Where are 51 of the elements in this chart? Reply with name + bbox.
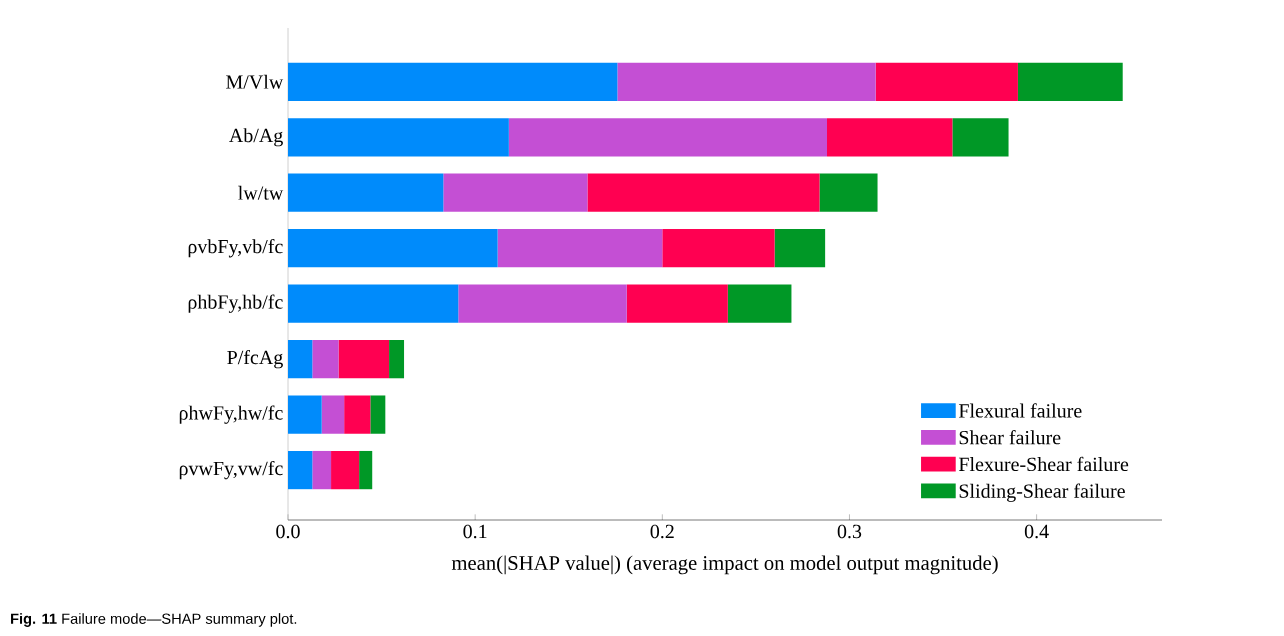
x-tick-label: 0.0 xyxy=(276,524,300,539)
bar xyxy=(389,340,405,379)
y-tick-label: ρhwFy,hw/fc xyxy=(179,405,283,424)
bar xyxy=(508,118,828,157)
bar xyxy=(1017,62,1123,101)
x-tick-label: 0.4 xyxy=(1024,524,1049,539)
bar xyxy=(617,62,876,101)
bar xyxy=(288,173,444,212)
bar xyxy=(727,284,792,323)
x-tick-label: 0.3 xyxy=(837,524,862,539)
bar xyxy=(321,395,345,434)
bar xyxy=(331,450,360,490)
bar xyxy=(288,340,313,379)
bar xyxy=(774,229,826,268)
bar xyxy=(819,173,878,212)
y-tick-label: lw/tw xyxy=(238,185,284,200)
x-tick-label: 0.1 xyxy=(463,524,487,539)
bar xyxy=(344,395,371,434)
bar xyxy=(288,118,509,157)
y-tick-label: ρhbFy,hb/fc xyxy=(188,294,283,313)
bar xyxy=(312,340,339,379)
bar xyxy=(443,173,588,212)
bar xyxy=(288,229,498,268)
bar xyxy=(497,229,663,268)
y-tick-label: Ab/Ag xyxy=(229,128,283,147)
bar xyxy=(662,229,775,268)
x-axis-title: mean(|SHAP value|) (average impact on model output magnitude) xyxy=(451,555,998,575)
bar xyxy=(626,284,728,323)
bar xyxy=(952,118,1009,157)
legend-label: Flexural failure xyxy=(958,403,1082,418)
bar xyxy=(458,284,627,323)
y-tick-label: M/Vlw xyxy=(226,74,284,89)
legend-label: Sliding-Shear failure xyxy=(959,483,1125,502)
bar xyxy=(288,395,322,434)
bar xyxy=(288,62,618,101)
text: Fig. 11 Failure mode—SHAP summary plot. xyxy=(11,613,297,627)
legend-label: Flexure-Shear failure xyxy=(958,456,1129,472)
bar xyxy=(875,62,1018,101)
bar xyxy=(288,450,313,490)
bar xyxy=(827,118,953,157)
bar xyxy=(587,173,820,212)
x-tick-label: 0.2 xyxy=(650,524,674,539)
bar xyxy=(338,340,390,379)
bar xyxy=(370,395,386,434)
y-tick-label: ρvwFy,vw/fc xyxy=(179,460,283,480)
y-tick-label: P/fcAg xyxy=(227,349,283,369)
legend-label: Shear failure xyxy=(959,430,1061,445)
y-tick-label: ρvbFy,vb/fc xyxy=(188,239,283,258)
bar xyxy=(312,450,332,490)
bar xyxy=(288,284,459,323)
bar xyxy=(359,450,373,490)
